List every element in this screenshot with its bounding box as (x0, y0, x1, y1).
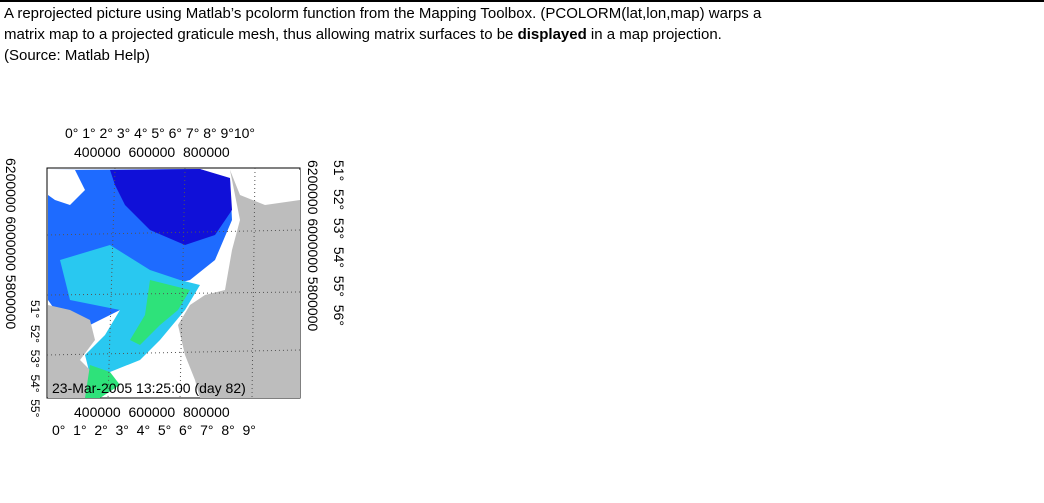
top-rule (0, 0, 1044, 2)
page: A reprojected picture using Matlab’s pco… (0, 0, 1044, 503)
right-meter-labels: 6200000 6000000 5800000 (305, 160, 321, 332)
caption-line: A reprojected picture using Matlab’s pco… (4, 3, 761, 24)
top-degree-labels: 0° 1° 2° 3° 4° 5° 6° 7° 8° 9°10° (65, 125, 255, 141)
top-meter-labels: 400000 600000 800000 (74, 144, 230, 160)
bottom-meter-labels: 400000 600000 800000 (74, 404, 230, 420)
left-degree-labels: 51° 52° 53° 54° 55° (28, 300, 42, 418)
bottom-degree-labels: 0° 1° 2° 3° 4° 5° 6° 7° 8° 9° (52, 422, 256, 438)
left-meter-labels: 6200000 6000000 5800000 (3, 158, 19, 330)
caption-source: (Source: Matlab Help) (4, 45, 761, 66)
map-figure: 0° 1° 2° 3° 4° 5° 6° 7° 8° 9°10° 400000 … (0, 110, 360, 450)
caption-text: in a map projection. (587, 26, 722, 43)
caption: A reprojected picture using Matlab’s pco… (4, 3, 761, 66)
right-degree-labels: 51° 52° 53° 54° 55° 56° (331, 160, 347, 326)
caption-text: matrix map to a projected graticule mesh… (4, 26, 518, 43)
caption-line: matrix map to a projected graticule mesh… (4, 24, 761, 45)
timestamp: 23-Mar-2005 13:25:00 (day 82) (52, 380, 246, 396)
caption-bold: displayed (518, 26, 587, 43)
